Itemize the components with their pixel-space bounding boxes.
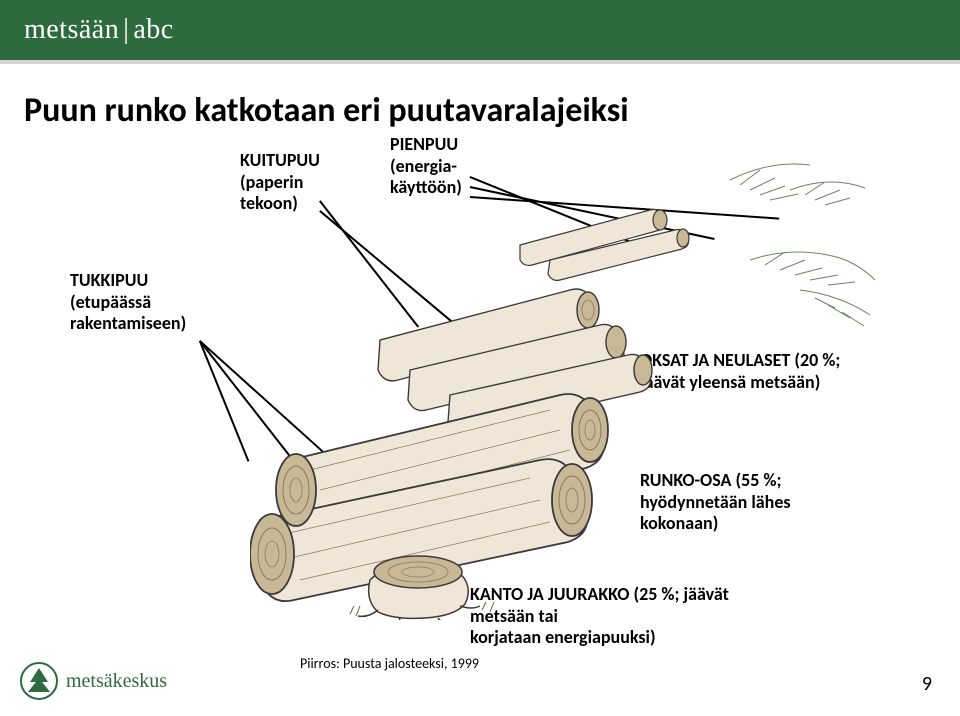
image-source: Piirros: Puusta jalosteeksi, 1999 xyxy=(300,655,479,672)
footer-logo: metsäkeskus xyxy=(20,662,167,700)
metsakeskus-icon xyxy=(20,662,58,700)
brand-metsaan: metsään xyxy=(24,14,119,45)
slide-title: Puun runko katkotaan eri puutavaralajeik… xyxy=(24,90,629,131)
brand-abc: abc xyxy=(133,14,173,45)
page-number: 9 xyxy=(922,672,932,696)
log-illustration xyxy=(250,140,910,620)
brand-separator: | xyxy=(123,14,129,45)
footer-brand-text: metsäkeskus xyxy=(66,670,167,693)
arrow-tukkipuu-3 xyxy=(199,340,249,461)
top-banner: metsään|abc xyxy=(0,0,960,64)
label-tukkipuu: TUKKIPUU (etupäässä rakentamiseen) xyxy=(70,270,186,335)
slide-content: KUITUPUU (paperin tekoon) PIENPUU (energ… xyxy=(0,140,960,660)
brand-logo: metsään|abc xyxy=(24,14,174,46)
